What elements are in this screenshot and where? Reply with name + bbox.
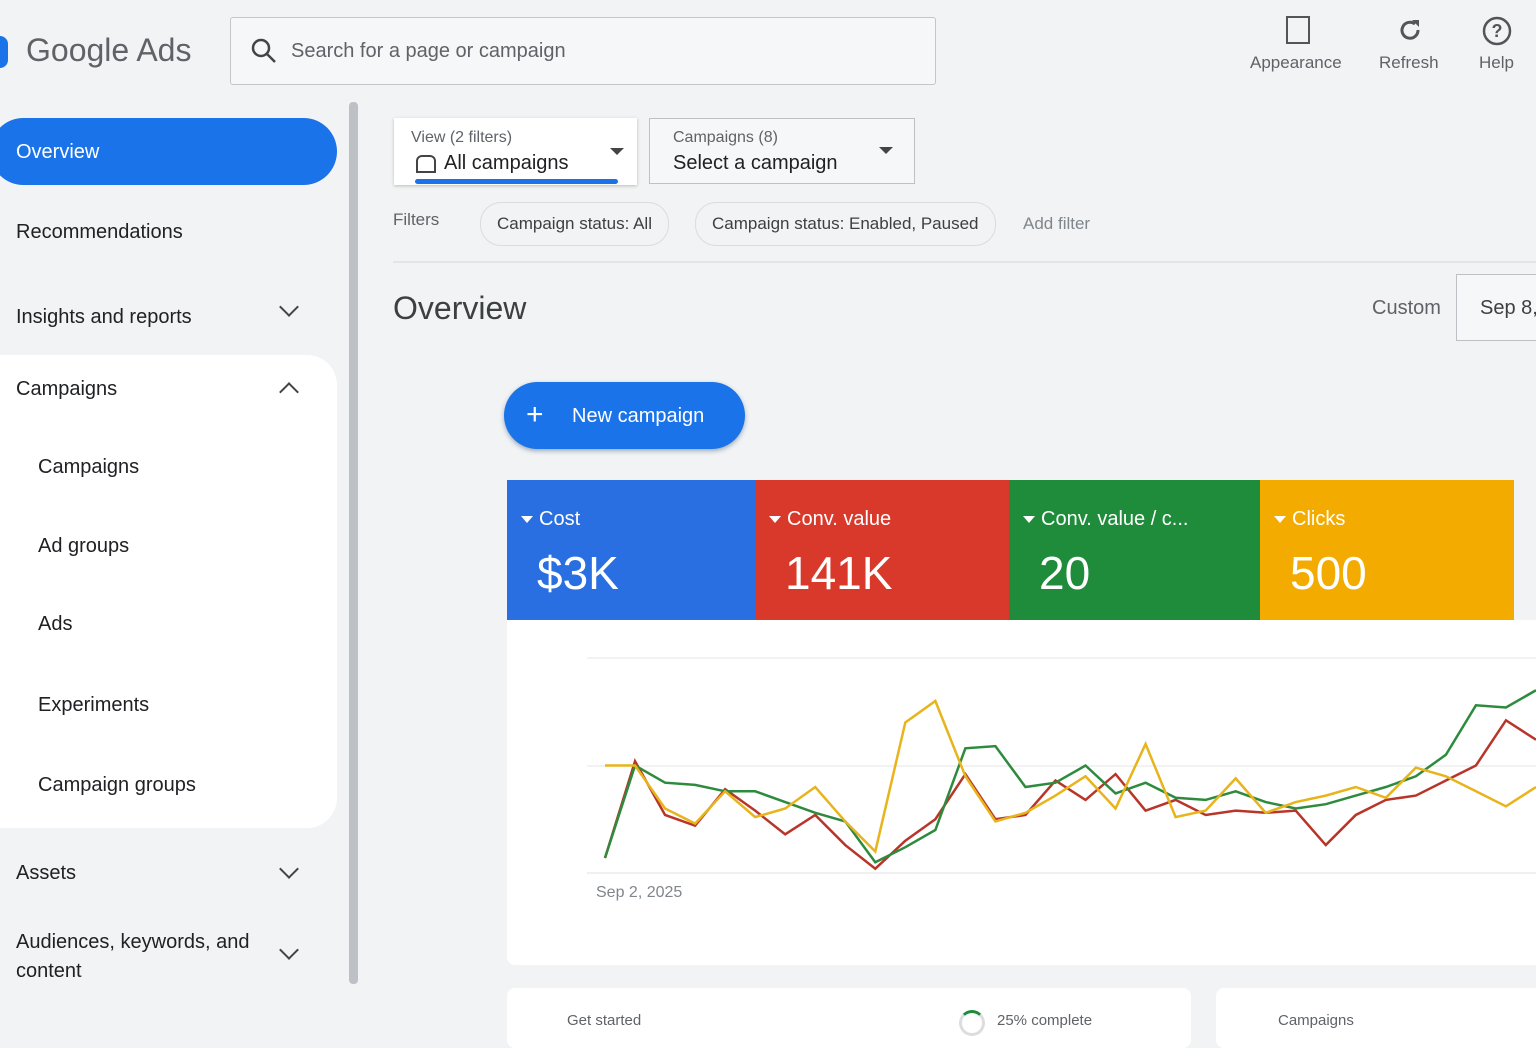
filter-chip[interactable]: Campaign status: All <box>480 202 669 246</box>
nav-subitem[interactable]: Ad groups <box>38 535 130 557</box>
nav-item[interactable]: Audiences, keywords, and content <box>16 931 250 982</box>
metric-name: Cost <box>520 508 581 530</box>
metric-name: Conv. value <box>768 508 892 530</box>
metric-value: 500 <box>1290 547 1367 599</box>
active-nav[interactable] <box>0 118 337 185</box>
filter-chip[interactable]: Campaign status: Enabled, Paused <box>695 202 996 246</box>
nav-item[interactable]: Insights and reports <box>16 306 192 328</box>
page: {"header":{"logo":"Google Ads","search_p… <box>0 16 1536 1048</box>
nav-subitem[interactable]: Ads <box>38 613 73 635</box>
selector-value: All campaigns <box>444 152 569 174</box>
bottom-card: Campaigns <box>1216 988 1536 1048</box>
metric-card[interactable]: Clicks 500 <box>1260 480 1514 620</box>
nav-item[interactable]: Overview <box>16 141 100 163</box>
metric-value: 20 <box>1039 547 1091 599</box>
search-placeholder: Search for a page or campaign <box>291 40 566 62</box>
metric-card[interactable]: Conv. value / c... 20 <box>1009 480 1260 620</box>
action[interactable]: Refresh <box>1379 53 1439 72</box>
home-icon <box>416 155 436 173</box>
action[interactable]: Help <box>1479 53 1514 72</box>
progress-ring <box>959 1010 985 1036</box>
performance-chart: Sep 2, 2025 <box>587 657 1536 901</box>
selector-caption: Campaigns (8) <box>673 129 778 146</box>
action[interactable]: Appearance <box>1250 53 1342 72</box>
nav-item[interactable]: Campaigns <box>16 378 118 400</box>
campaigns-group <box>0 355 337 828</box>
nav-subitem[interactable]: Campaigns <box>38 456 140 478</box>
date-picker[interactable]: Sep 8, <box>1456 274 1536 341</box>
logo-mark <box>0 36 8 68</box>
selected-underline <box>415 179 618 184</box>
series-line <box>605 699 1536 854</box>
metric-name: Clicks <box>1273 508 1346 530</box>
logo: Google Ads <box>26 32 192 68</box>
nav-subitem[interactable]: Experiments <box>38 694 150 716</box>
search-icon <box>251 38 276 63</box>
metric-value: $3K <box>537 547 619 599</box>
card-title: Campaigns <box>1278 1012 1354 1029</box>
dropdown-arrow <box>610 148 624 162</box>
button-label: New campaign <box>572 405 705 427</box>
dropdown-arrow <box>879 147 893 161</box>
card-title: Get started <box>567 1012 642 1029</box>
nav-item[interactable]: Recommendations <box>16 221 183 243</box>
series-line <box>603 718 1536 871</box>
selector-value: Select a campaign <box>673 152 838 174</box>
range-label: Custom <box>1372 297 1441 319</box>
new-campaign-button[interactable]: + New campaign <box>504 382 745 449</box>
add-filter[interactable]: Add filter <box>1023 214 1091 233</box>
progress-label: 25% complete <box>997 1012 1093 1029</box>
divider <box>393 261 1536 263</box>
svg-text:?: ? <box>1492 21 1503 41</box>
expand-icon[interactable] <box>279 859 299 879</box>
bottom-card: Get started 25% complete <box>507 988 1191 1048</box>
x-label: Sep 2, 2025 <box>596 884 682 901</box>
scrollbar[interactable] <box>349 102 358 984</box>
page-title: Overview <box>393 290 527 326</box>
appearance-icon <box>1286 16 1310 44</box>
help-icon: ? <box>1482 16 1512 46</box>
expand-icon[interactable] <box>279 940 299 960</box>
metric-value: 141K <box>785 547 893 599</box>
plus-icon: + <box>526 398 544 431</box>
series-line <box>603 689 1536 864</box>
nav-item[interactable]: Assets <box>16 862 77 884</box>
selector-caption: View (2 filters) <box>411 129 513 146</box>
expand-icon[interactable] <box>279 297 299 317</box>
metric-card[interactable]: Cost $3K <box>507 480 755 620</box>
metric-name: Conv. value / c... <box>1022 508 1189 530</box>
campaign-selector[interactable]: Campaigns (8) Select a campaign <box>649 118 915 184</box>
filters-label: Filters <box>393 210 440 229</box>
metric-card[interactable]: Conv. value 141K <box>755 480 1009 620</box>
date: Sep 8, <box>1480 297 1536 319</box>
refresh-icon <box>1400 20 1420 40</box>
search-box[interactable]: Search for a page or campaign <box>230 17 936 85</box>
view-selector[interactable]: View (2 filters) All campaigns <box>394 118 637 185</box>
nav-subitem[interactable]: Campaign groups <box>38 774 196 796</box>
